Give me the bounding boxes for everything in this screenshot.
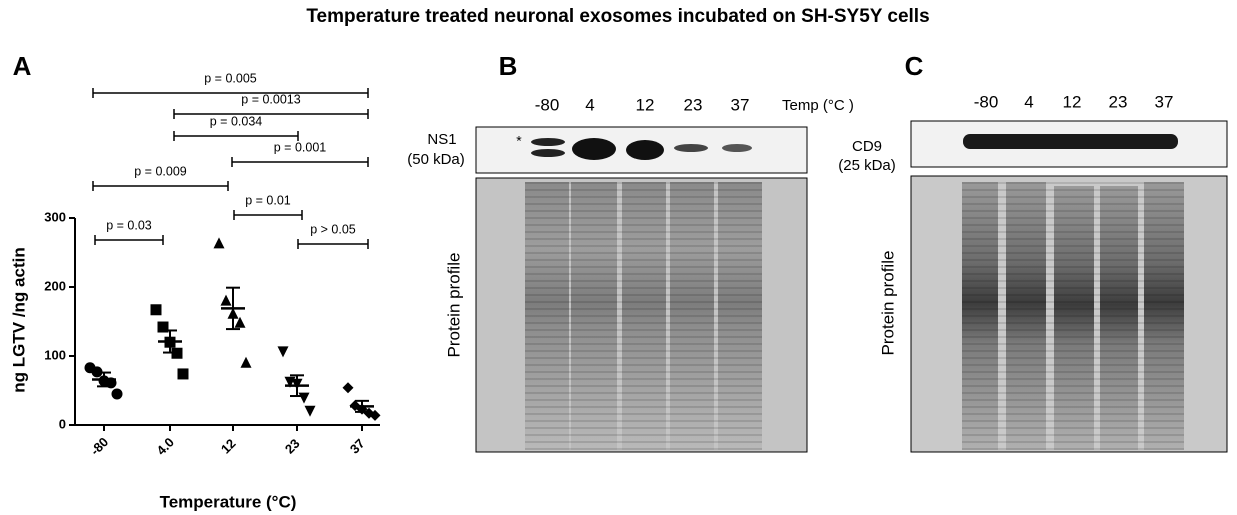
x-axis-title: Temperature (°C) xyxy=(160,492,297,511)
point xyxy=(304,405,316,417)
p-value: p = 0.005 xyxy=(204,71,257,85)
y-tick-label: 200 xyxy=(44,278,66,293)
p-value: p = 0.01 xyxy=(245,193,291,207)
point xyxy=(220,294,232,306)
point xyxy=(150,304,162,316)
point xyxy=(342,382,354,394)
point xyxy=(277,346,289,358)
panel-label: B xyxy=(499,51,518,81)
lane-label: 4 xyxy=(585,95,594,114)
gel-lanes xyxy=(525,182,762,450)
gel-label: Protein profile xyxy=(878,251,897,356)
x-tick-label: 23 xyxy=(282,436,303,457)
figure-title: Temperature treated neuronal exosomes in… xyxy=(306,6,929,27)
bracket xyxy=(233,210,303,220)
y-axis-title: ng LGTV /ng actin xyxy=(9,247,28,392)
lane-label: 12 xyxy=(1063,92,1082,111)
y-tick-label: 0 xyxy=(59,416,66,431)
point xyxy=(234,316,246,328)
lane-label: -80 xyxy=(974,92,999,111)
panel-b: Temp (°C ) NS1 (50 kDa) * Protein profil… xyxy=(407,97,854,453)
panel-label: C xyxy=(905,51,924,81)
lane-label: 12 xyxy=(636,95,655,114)
bracket xyxy=(297,239,369,249)
y-tick-label: 100 xyxy=(44,347,66,362)
blot-label: CD9 xyxy=(852,138,882,155)
point xyxy=(240,356,252,368)
point xyxy=(157,321,169,333)
band xyxy=(626,140,664,160)
band xyxy=(531,149,565,157)
lane-label: -80 xyxy=(535,95,560,114)
blot-size: (25 kDa) xyxy=(838,157,896,174)
x-tick-label: -80 xyxy=(87,434,111,458)
gel-lanes xyxy=(962,182,1184,450)
band xyxy=(674,144,708,152)
point xyxy=(111,388,123,400)
band xyxy=(572,138,616,160)
bracket xyxy=(92,181,229,191)
bracket xyxy=(94,235,164,245)
p-value: p = 0.009 xyxy=(134,164,187,178)
panel-label: A xyxy=(13,51,32,81)
bracket xyxy=(231,157,369,167)
bracket xyxy=(173,109,369,119)
temp-label: Temp (°C ) xyxy=(782,97,854,114)
band xyxy=(963,134,1178,149)
band xyxy=(722,144,752,152)
bracket xyxy=(92,88,369,98)
panel-c: CD9 (25 kDa) Protein profile xyxy=(838,120,1228,453)
x-tick-label: 4.0 xyxy=(154,435,177,458)
lane-label: 4 xyxy=(1024,92,1033,111)
y-tick-label: 300 xyxy=(44,209,66,224)
p-value: p = 0.0013 xyxy=(241,92,300,106)
bracket xyxy=(173,131,299,141)
p-value: p > 0.05 xyxy=(310,222,356,236)
blot-label: NS1 xyxy=(427,131,456,148)
lane-label: 37 xyxy=(1155,92,1174,111)
blot-size: (50 kDa) xyxy=(407,151,465,168)
band xyxy=(531,138,565,146)
star: * xyxy=(516,133,522,149)
lane-label: 23 xyxy=(1109,92,1128,111)
point xyxy=(213,237,225,249)
lane-label: 23 xyxy=(684,95,703,114)
p-value: p = 0.001 xyxy=(274,140,327,154)
p-value: p = 0.034 xyxy=(210,114,263,128)
lane-label: 37 xyxy=(731,95,750,114)
gel-label: Protein profile xyxy=(444,253,463,358)
point xyxy=(369,409,381,421)
point xyxy=(177,368,189,380)
x-tick-label: 37 xyxy=(347,436,368,457)
p-value: p = 0.03 xyxy=(106,218,152,232)
point xyxy=(298,392,310,404)
x-tick-label: 12 xyxy=(218,436,239,457)
